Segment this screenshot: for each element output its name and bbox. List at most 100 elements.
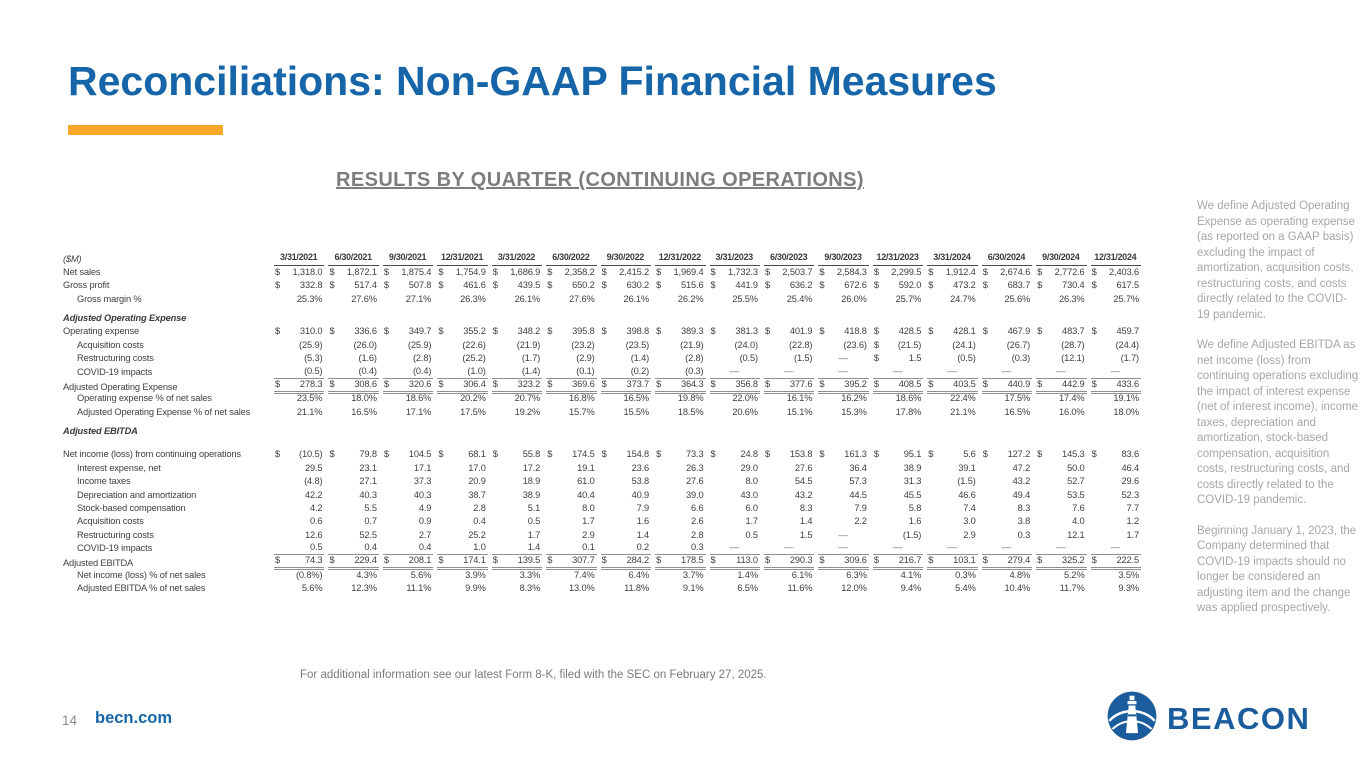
table-cell: 0.5 xyxy=(274,542,325,556)
table-cell: 5.4% xyxy=(955,583,976,594)
table-cell: 3.5% xyxy=(1118,569,1139,580)
row-label: Adjusted EBITDA xyxy=(63,426,138,437)
table-cell: 40.3 xyxy=(413,489,432,500)
dollar-sign: $ xyxy=(438,555,444,566)
dollar-sign: $ xyxy=(982,378,988,389)
table-cell: $24.8 xyxy=(710,449,759,460)
table-cell: $473.2 xyxy=(928,280,976,291)
table-cell: 5.1 xyxy=(527,503,541,514)
table-cell: 5.8 xyxy=(908,503,922,514)
table-cell: $103.1 xyxy=(927,555,978,571)
row-label: Operating expense xyxy=(63,326,140,337)
table-cell: 6.4% xyxy=(628,569,650,580)
table-cell: 26.3% xyxy=(1058,293,1085,304)
table-cell: (2.8) xyxy=(412,353,432,364)
table-row: Gross profit $332.8 $517.4 $507.8 $461.6 $439… xyxy=(63,279,1141,292)
dollar-sign: $ xyxy=(656,449,662,460)
table-cell: $55.8 xyxy=(492,449,541,460)
table-row: Stock-based compensation 4.2 5.5 4.9 2.8 5.1 8… xyxy=(63,502,1141,515)
table-cell: $364.3 xyxy=(655,379,706,394)
table-cell: 16.0% xyxy=(1058,406,1085,417)
table-cell: (0.8%) xyxy=(295,569,323,580)
table-cell: 24.7% xyxy=(950,293,976,304)
column-header: 12/31/2024 xyxy=(1090,252,1141,266)
dollar-sign: $ xyxy=(383,378,389,389)
table-cell: 5.2% xyxy=(1063,569,1085,580)
dollar-sign: $ xyxy=(275,326,281,337)
dollar-sign: $ xyxy=(492,266,498,277)
table-row: Adjusted EBITDA $74.3 $229.4 $208.1 $174.1 $1… xyxy=(63,555,1141,571)
table-cell: (0.5) xyxy=(739,353,759,364)
table-cell: 1.7 xyxy=(745,516,758,527)
table-cell: 53.5 xyxy=(1067,489,1085,500)
dollar-sign: $ xyxy=(1091,266,1097,277)
table-cell: 12.3% xyxy=(351,583,377,594)
table-cell: $306.4 xyxy=(437,379,488,394)
table-cell: 9.1% xyxy=(682,583,704,594)
dollar-sign: $ xyxy=(1091,378,1097,389)
dollar-sign: $ xyxy=(819,280,825,291)
dollar-sign: $ xyxy=(873,266,879,277)
row-label: Interest expense, net xyxy=(77,462,161,473)
table-cell: $216.7 xyxy=(872,555,924,571)
dollar-sign: $ xyxy=(547,266,553,277)
table-cell: — xyxy=(838,529,848,540)
dollar-sign: $ xyxy=(819,555,825,566)
dollar-sign: $ xyxy=(982,326,988,337)
row-label: Gross profit xyxy=(63,280,110,291)
table-cell: 1.4% xyxy=(737,569,758,580)
table-cell: (22.8) xyxy=(788,339,813,350)
table-cell: (1.7) xyxy=(1120,353,1140,364)
table-cell: $1,875.4 xyxy=(383,266,432,277)
column-header: 6/30/2023 xyxy=(763,252,815,266)
table-row: Restructuring costs 12.6 52.5 2.7 25.2 1.7 2.9… xyxy=(63,528,1141,541)
dollar-sign: $ xyxy=(1037,555,1043,566)
dollar-sign: $ xyxy=(1037,378,1043,389)
table-cell: $2,299.5 xyxy=(873,266,922,277)
table-cell: 19.2% xyxy=(514,406,541,417)
dollar-sign: $ xyxy=(710,266,716,277)
table-cell: 4.0 xyxy=(1072,516,1085,527)
table-row: Adjusted EBITDA % of net sales 5.6% 12.3% 1… xyxy=(63,582,1141,595)
table-cell: $630.2 xyxy=(601,280,650,291)
dollar-sign: $ xyxy=(438,280,444,291)
table-cell: 40.9 xyxy=(631,489,650,500)
table-cell: 11.6% xyxy=(787,583,813,594)
dollar-sign: $ xyxy=(928,266,934,277)
column-header: 12/31/2021 xyxy=(437,252,488,266)
table-cell: $310.0 xyxy=(275,326,323,337)
table-cell: 3.3% xyxy=(519,569,541,580)
table-cell: (21.9) xyxy=(516,339,541,350)
beacon-lighthouse-icon xyxy=(1106,690,1158,747)
table-cell: 43.2 xyxy=(1012,476,1031,487)
table-cell: 9.4% xyxy=(900,583,922,594)
table-cell: $174.1 xyxy=(437,555,488,571)
table-cell: (28.7) xyxy=(1061,339,1085,350)
table-cell: (1.4) xyxy=(491,366,543,379)
beacon-logo: BEACON xyxy=(1106,690,1310,747)
table-cell: (25.9) xyxy=(299,339,323,350)
dollar-sign: $ xyxy=(819,266,825,277)
dollar-sign: $ xyxy=(601,378,607,389)
becn-com-link[interactable]: becn.com xyxy=(95,709,173,727)
table-cell: 46.4 xyxy=(1121,462,1140,473)
table-cell: 9.3% xyxy=(1118,583,1139,594)
table-cell: 54.5 xyxy=(794,476,813,487)
table-cell: $1,912.4 xyxy=(928,266,976,277)
table-cell: $2,415.2 xyxy=(601,266,650,277)
dollar-sign: $ xyxy=(656,326,662,337)
dollar-sign: $ xyxy=(1091,555,1097,566)
table-cell: $440.9 xyxy=(981,378,1033,394)
row-label: Adjusted EBITDA % of net sales xyxy=(77,583,206,594)
row-label: Net income (loss) % of net sales xyxy=(77,569,206,580)
table-cell: $2,358.2 xyxy=(547,266,595,277)
table-cell: 17.1 xyxy=(413,462,432,473)
dollar-sign: $ xyxy=(329,326,335,337)
dollar-sign: $ xyxy=(764,449,770,460)
dollar-sign: $ xyxy=(764,555,770,566)
table-cell: $154.8 xyxy=(601,449,650,460)
table-cell: — xyxy=(981,366,1033,379)
dollar-sign: $ xyxy=(601,266,607,277)
table-cell: 37.3 xyxy=(413,476,432,487)
table-cell: $104.5 xyxy=(383,449,432,460)
